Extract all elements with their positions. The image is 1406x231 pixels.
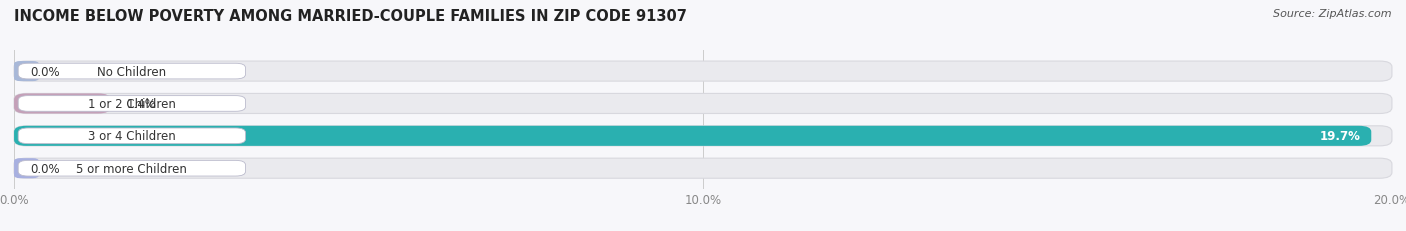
Text: 3 or 4 Children: 3 or 4 Children xyxy=(89,130,176,143)
FancyBboxPatch shape xyxy=(14,158,1392,179)
Text: 1 or 2 Children: 1 or 2 Children xyxy=(89,97,176,110)
FancyBboxPatch shape xyxy=(14,158,39,179)
Text: 1.4%: 1.4% xyxy=(127,97,157,110)
Text: 0.0%: 0.0% xyxy=(31,65,60,78)
FancyBboxPatch shape xyxy=(14,94,111,114)
Text: 19.7%: 19.7% xyxy=(1319,130,1360,143)
FancyBboxPatch shape xyxy=(14,94,1392,114)
Text: 0.0%: 0.0% xyxy=(31,162,60,175)
FancyBboxPatch shape xyxy=(18,64,246,79)
Text: INCOME BELOW POVERTY AMONG MARRIED-COUPLE FAMILIES IN ZIP CODE 91307: INCOME BELOW POVERTY AMONG MARRIED-COUPL… xyxy=(14,9,688,24)
FancyBboxPatch shape xyxy=(18,161,246,176)
FancyBboxPatch shape xyxy=(14,62,1392,82)
FancyBboxPatch shape xyxy=(14,62,39,82)
Text: 5 or more Children: 5 or more Children xyxy=(76,162,187,175)
FancyBboxPatch shape xyxy=(18,128,246,144)
FancyBboxPatch shape xyxy=(14,126,1371,146)
FancyBboxPatch shape xyxy=(18,96,246,112)
FancyBboxPatch shape xyxy=(14,126,1392,146)
Text: Source: ZipAtlas.com: Source: ZipAtlas.com xyxy=(1274,9,1392,19)
Text: No Children: No Children xyxy=(97,65,166,78)
